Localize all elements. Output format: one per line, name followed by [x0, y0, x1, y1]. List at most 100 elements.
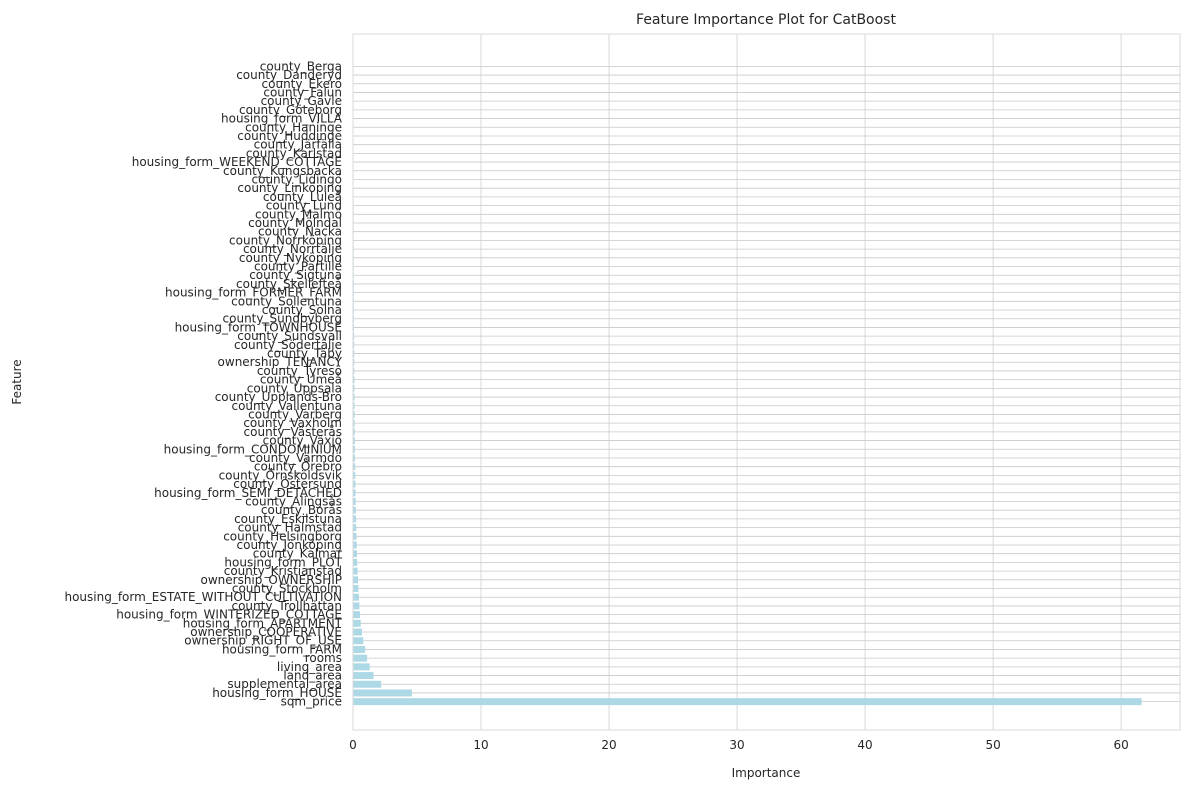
y-axis-label: Feature [10, 359, 24, 404]
bars [353, 62, 1142, 706]
y-tick-label: county_Örebro [254, 458, 342, 474]
y-tick-label: county_Solna [262, 303, 342, 317]
y-tick-label: housing_form_APARTMENT [183, 616, 343, 630]
y-tick-label: housing_form_ESTATE_WITHOUT_CULTIVATION [64, 590, 342, 604]
y-tick-label: county_Sundsvall [237, 329, 342, 343]
y-tick-label: county_Stockholm [232, 582, 342, 596]
y-tick-label: county_Lidingö [252, 172, 343, 186]
bar [353, 602, 360, 610]
y-tick-label: housing_form_FARM [222, 642, 342, 656]
y-tick-label: county_Kungsbacka [223, 164, 342, 178]
y-tick-label: county_Täby [267, 347, 342, 361]
bar [353, 437, 355, 445]
bar [353, 550, 357, 558]
y-tick-label: county_Lund [266, 199, 342, 213]
bar [353, 480, 356, 488]
y-tick-label: county_Helsingborg [223, 529, 342, 543]
bar [353, 524, 357, 532]
y-tick-label: housing_form_CONDOMINIUM [164, 442, 342, 456]
y-tick-label: county_Malmö [255, 207, 342, 221]
x-axis-label: Importance [732, 766, 801, 780]
bar [353, 428, 355, 436]
bar [353, 384, 355, 392]
y-tick-label: living_area [277, 660, 342, 674]
y-tick-label: housing_form_TOWNHOUSE [175, 320, 342, 334]
y-tick-label: county_Haninge [245, 120, 342, 134]
y-tick-label: county_Halmstad [238, 521, 342, 535]
y-tick-label: housing_form_VILLA [221, 112, 343, 126]
x-tick-labels: 0 10 20 30 40 50 60 [349, 738, 1129, 752]
y-tick-label: county_Trollhättan [231, 599, 342, 613]
x-gridlines [352, 34, 1122, 730]
bar [353, 680, 382, 688]
y-tick-label: county_Norrtälje [243, 242, 342, 256]
y-tick-label: county_Östersund [233, 475, 342, 491]
bar [353, 663, 370, 671]
y-tick-labels: county_Bergacounty_Danderydcounty_Ekeröc… [64, 59, 342, 708]
y-tick-label: county_Gävle [261, 94, 342, 108]
y-tick-label: county_Linköping [237, 181, 342, 195]
x-tick-label: 40 [857, 738, 872, 752]
y-tick-label: housing_form_WEEKEND_COTTAGE [132, 155, 342, 169]
bar [353, 454, 356, 462]
bar [353, 332, 355, 340]
y-tick-label: county_Norrköping [229, 233, 342, 247]
y-gridlines [353, 65, 1180, 703]
bar [353, 358, 355, 366]
y-tick-label: rooms [305, 651, 342, 665]
y-tick-label: county_Eskilstuna [234, 512, 342, 526]
bar [353, 515, 357, 523]
x-tick-label: 50 [985, 738, 1000, 752]
bar [353, 637, 364, 645]
bar [353, 689, 412, 697]
bar [353, 376, 355, 384]
x-tick-label: 10 [473, 738, 488, 752]
bar [353, 654, 368, 662]
bar [353, 628, 362, 636]
y-tick-label: ownership_TENANCY [218, 355, 343, 369]
y-tick-label: county_Alingsås [245, 494, 342, 508]
y-tick-label: county_Karlstad [246, 146, 342, 160]
bar [353, 471, 356, 479]
y-tick-label: county_Falun [263, 85, 342, 99]
y-tick-label: housing_form_PLOT [224, 555, 342, 569]
y-tick-label: housing_form_WINTERIZED_COTTAGE [116, 608, 342, 622]
plot-background [353, 34, 1180, 730]
bar [353, 315, 355, 323]
y-tick-label: county_Växjö [263, 434, 342, 448]
y-tick-label: land_area [283, 669, 342, 683]
y-tick-label: housing_form_FORMER_FARM [165, 286, 342, 300]
y-tick-label: county_Kristianstad [224, 564, 342, 578]
y-tick-label: county_Mölndal [248, 216, 342, 230]
bar [353, 341, 355, 349]
x-tick-label: 0 [349, 738, 357, 752]
bar [353, 506, 356, 514]
y-tick-label: supplemental_area [227, 677, 342, 691]
bar [353, 619, 361, 627]
y-tick-label: housing_form_HOUSE [212, 686, 342, 700]
y-tick-label: county_Kalmar [253, 547, 342, 561]
y-tick-label: county_Göteborg [239, 103, 342, 117]
y-tick-label: county_Huddinge [237, 129, 342, 143]
y-tick-label: ownership_RIGHT_OF_USE [184, 634, 342, 648]
y-tick-label: county_Varberg [248, 407, 342, 421]
chart-title: Feature Importance Plot for CatBoost [636, 12, 896, 28]
y-tick-label: county_Värmdö [249, 451, 342, 465]
y-tick-label: housing_form_SEMI_DETACHED [154, 486, 342, 500]
y-tick-label: county_Örnsköldsvik [219, 466, 342, 482]
y-tick-label: county_Västerås [244, 425, 342, 439]
y-tick-label: county_Tyresö [257, 364, 342, 378]
y-tick-label: sqm_price [281, 695, 342, 709]
y-tick-label: county_Skellefteå [236, 277, 342, 291]
bar [353, 367, 355, 375]
y-tick-label: ownership_OWNERSHIP [200, 573, 342, 587]
bar [353, 611, 361, 619]
x-tick-label: 60 [1113, 738, 1128, 752]
y-tick-label: county_Luleå [263, 190, 342, 204]
bar [353, 350, 355, 358]
bar [353, 532, 357, 540]
y-tick-label: county_Järfälla [254, 138, 342, 152]
bar [353, 323, 355, 331]
y-tick-label: county_Berga [260, 59, 342, 73]
